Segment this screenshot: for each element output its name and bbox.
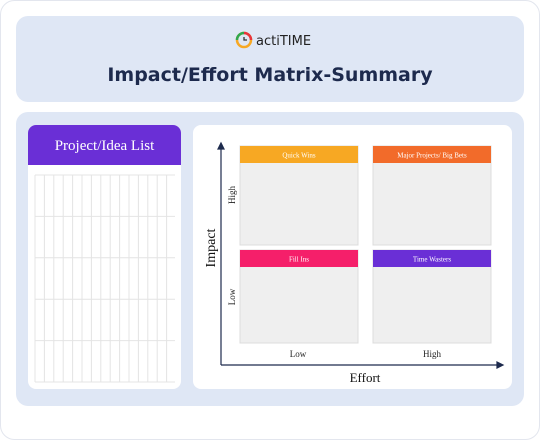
quadrant-label: Time Wasters <box>413 256 451 264</box>
axes <box>217 141 505 369</box>
quadrant-label: Quick Wins <box>282 152 316 160</box>
quadrant-header <box>240 146 358 163</box>
header-box <box>16 16 524 102</box>
list-title: Project/Idea List <box>55 138 155 154</box>
quadrant-header <box>240 250 358 267</box>
y-axis-label: Impact <box>204 228 219 267</box>
title: Impact/Effort Matrix-Summary <box>107 64 433 86</box>
y-low: Low <box>227 288 237 305</box>
logo <box>235 31 253 49</box>
list-panel <box>28 125 181 389</box>
x-high: High <box>423 349 442 359</box>
x-axis-label: Effort <box>350 370 381 385</box>
list-header <box>28 125 181 165</box>
list-grid <box>34 174 175 383</box>
quadrant-label: Major Projects/ Big Bets <box>397 152 467 160</box>
quadrant-header <box>373 250 491 267</box>
y-high: High <box>227 186 237 205</box>
brand: actiTIME <box>256 34 311 49</box>
quadrant-label: Fill Ins <box>289 256 309 264</box>
quadrant-header <box>373 146 491 163</box>
x-low: Low <box>290 349 307 359</box>
quadrants: Quick Wins Major Projects/ Big Bets Fill I… <box>239 145 492 344</box>
